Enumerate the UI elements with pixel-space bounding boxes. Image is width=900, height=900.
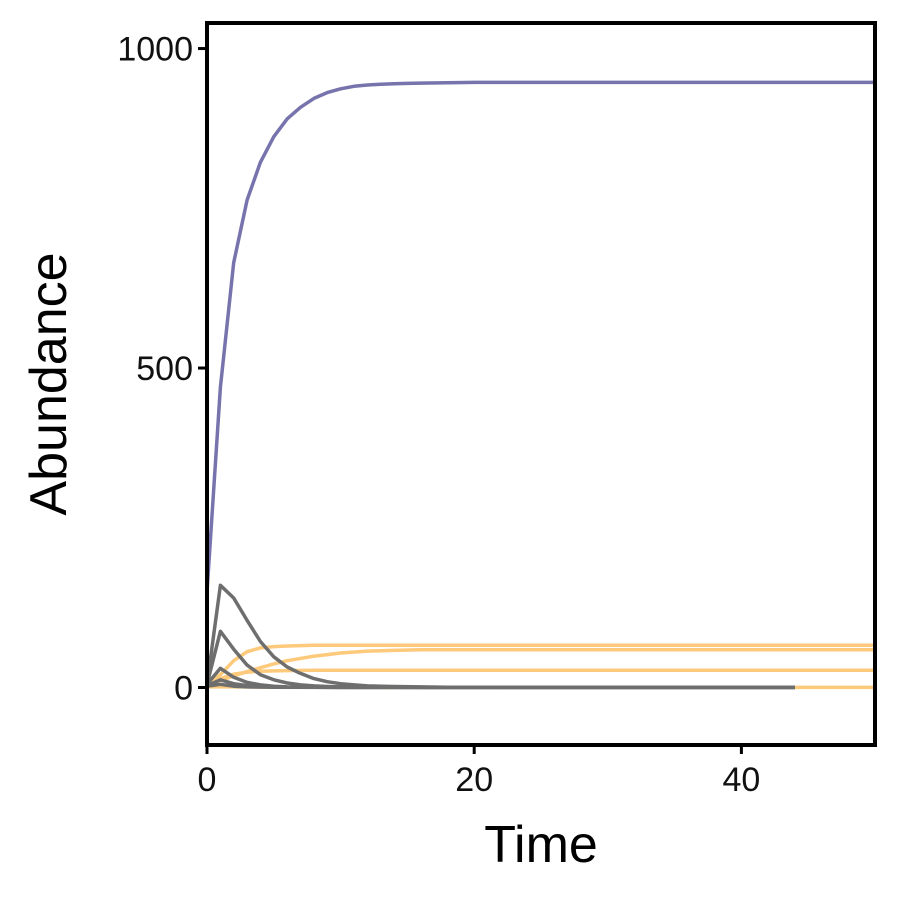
x-tick-label: 40 [722, 761, 760, 799]
x-axis-title: Time [484, 816, 598, 874]
y-tick-label: 0 [174, 669, 193, 707]
y-axis-title: Abundance [20, 252, 78, 515]
plot-panel-border [205, 21, 877, 747]
y-tick-label: 1000 [117, 31, 193, 69]
x-tick-label: 0 [198, 761, 217, 799]
series-layer [207, 80, 875, 690]
x-tick-label: 20 [455, 761, 493, 799]
y-tick-label: 500 [136, 350, 193, 388]
series-line-10 [207, 682, 795, 690]
x-axis-ticks: 0 20 40 [198, 745, 760, 799]
series-line-1 [207, 80, 875, 592]
series-line-2 [207, 643, 875, 686]
series-line-4 [207, 668, 875, 687]
y-axis-ticks: 0 500 1000 [117, 31, 207, 707]
